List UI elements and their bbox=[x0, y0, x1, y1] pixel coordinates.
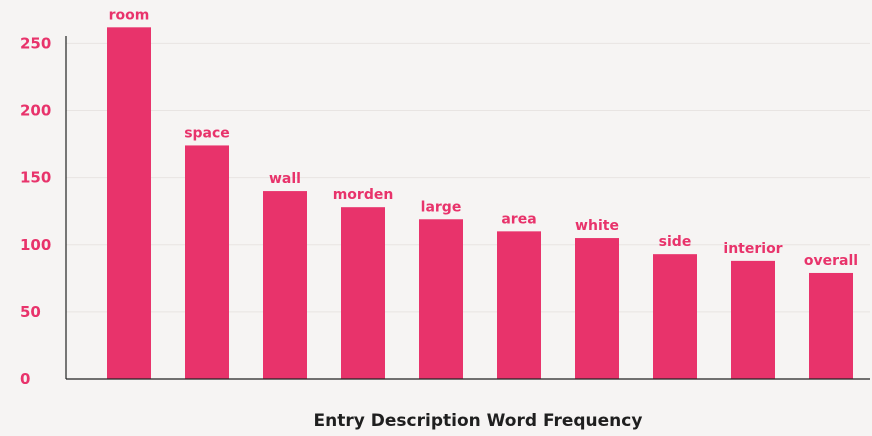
bar-overall[interactable] bbox=[809, 272, 853, 379]
bar-wall[interactable] bbox=[263, 191, 307, 379]
bar-label-room: room bbox=[109, 7, 150, 23]
bar-label-morden: morden bbox=[333, 187, 394, 203]
y-tick-label-200: 200 bbox=[20, 102, 51, 120]
bar-label-space: space bbox=[184, 125, 230, 141]
y-axis-ticks: 0 50 100 150 200 250 bbox=[20, 34, 51, 388]
bar-label-wall: wall bbox=[269, 171, 301, 187]
bar-area[interactable] bbox=[497, 231, 541, 379]
bar-labels: room space wall morden large area white side int… bbox=[109, 7, 858, 269]
bar-space[interactable] bbox=[185, 145, 229, 379]
y-tick-label-150: 150 bbox=[20, 169, 51, 187]
bar-morden[interactable] bbox=[341, 207, 385, 379]
bar-label-area: area bbox=[501, 211, 536, 227]
bar-label-side: side bbox=[659, 234, 692, 250]
bar-label-interior: interior bbox=[723, 241, 782, 257]
bar-label-white: white bbox=[575, 218, 619, 234]
y-tick-label-50: 50 bbox=[20, 303, 41, 321]
y-tick-label-250: 250 bbox=[20, 34, 51, 52]
bar-label-overall: overall bbox=[804, 253, 858, 269]
y-tick-label-100: 100 bbox=[20, 236, 51, 254]
bar-large[interactable] bbox=[419, 219, 463, 379]
y-tick-label-0: 0 bbox=[20, 370, 30, 388]
bar-white[interactable] bbox=[575, 238, 619, 379]
bars bbox=[107, 27, 853, 380]
x-axis-title: Entry Description Word Frequency bbox=[314, 411, 643, 431]
bar-label-large: large bbox=[421, 199, 462, 215]
bar-room[interactable] bbox=[107, 27, 151, 380]
bar-interior[interactable] bbox=[731, 260, 775, 379]
bar-side[interactable] bbox=[653, 254, 697, 379]
